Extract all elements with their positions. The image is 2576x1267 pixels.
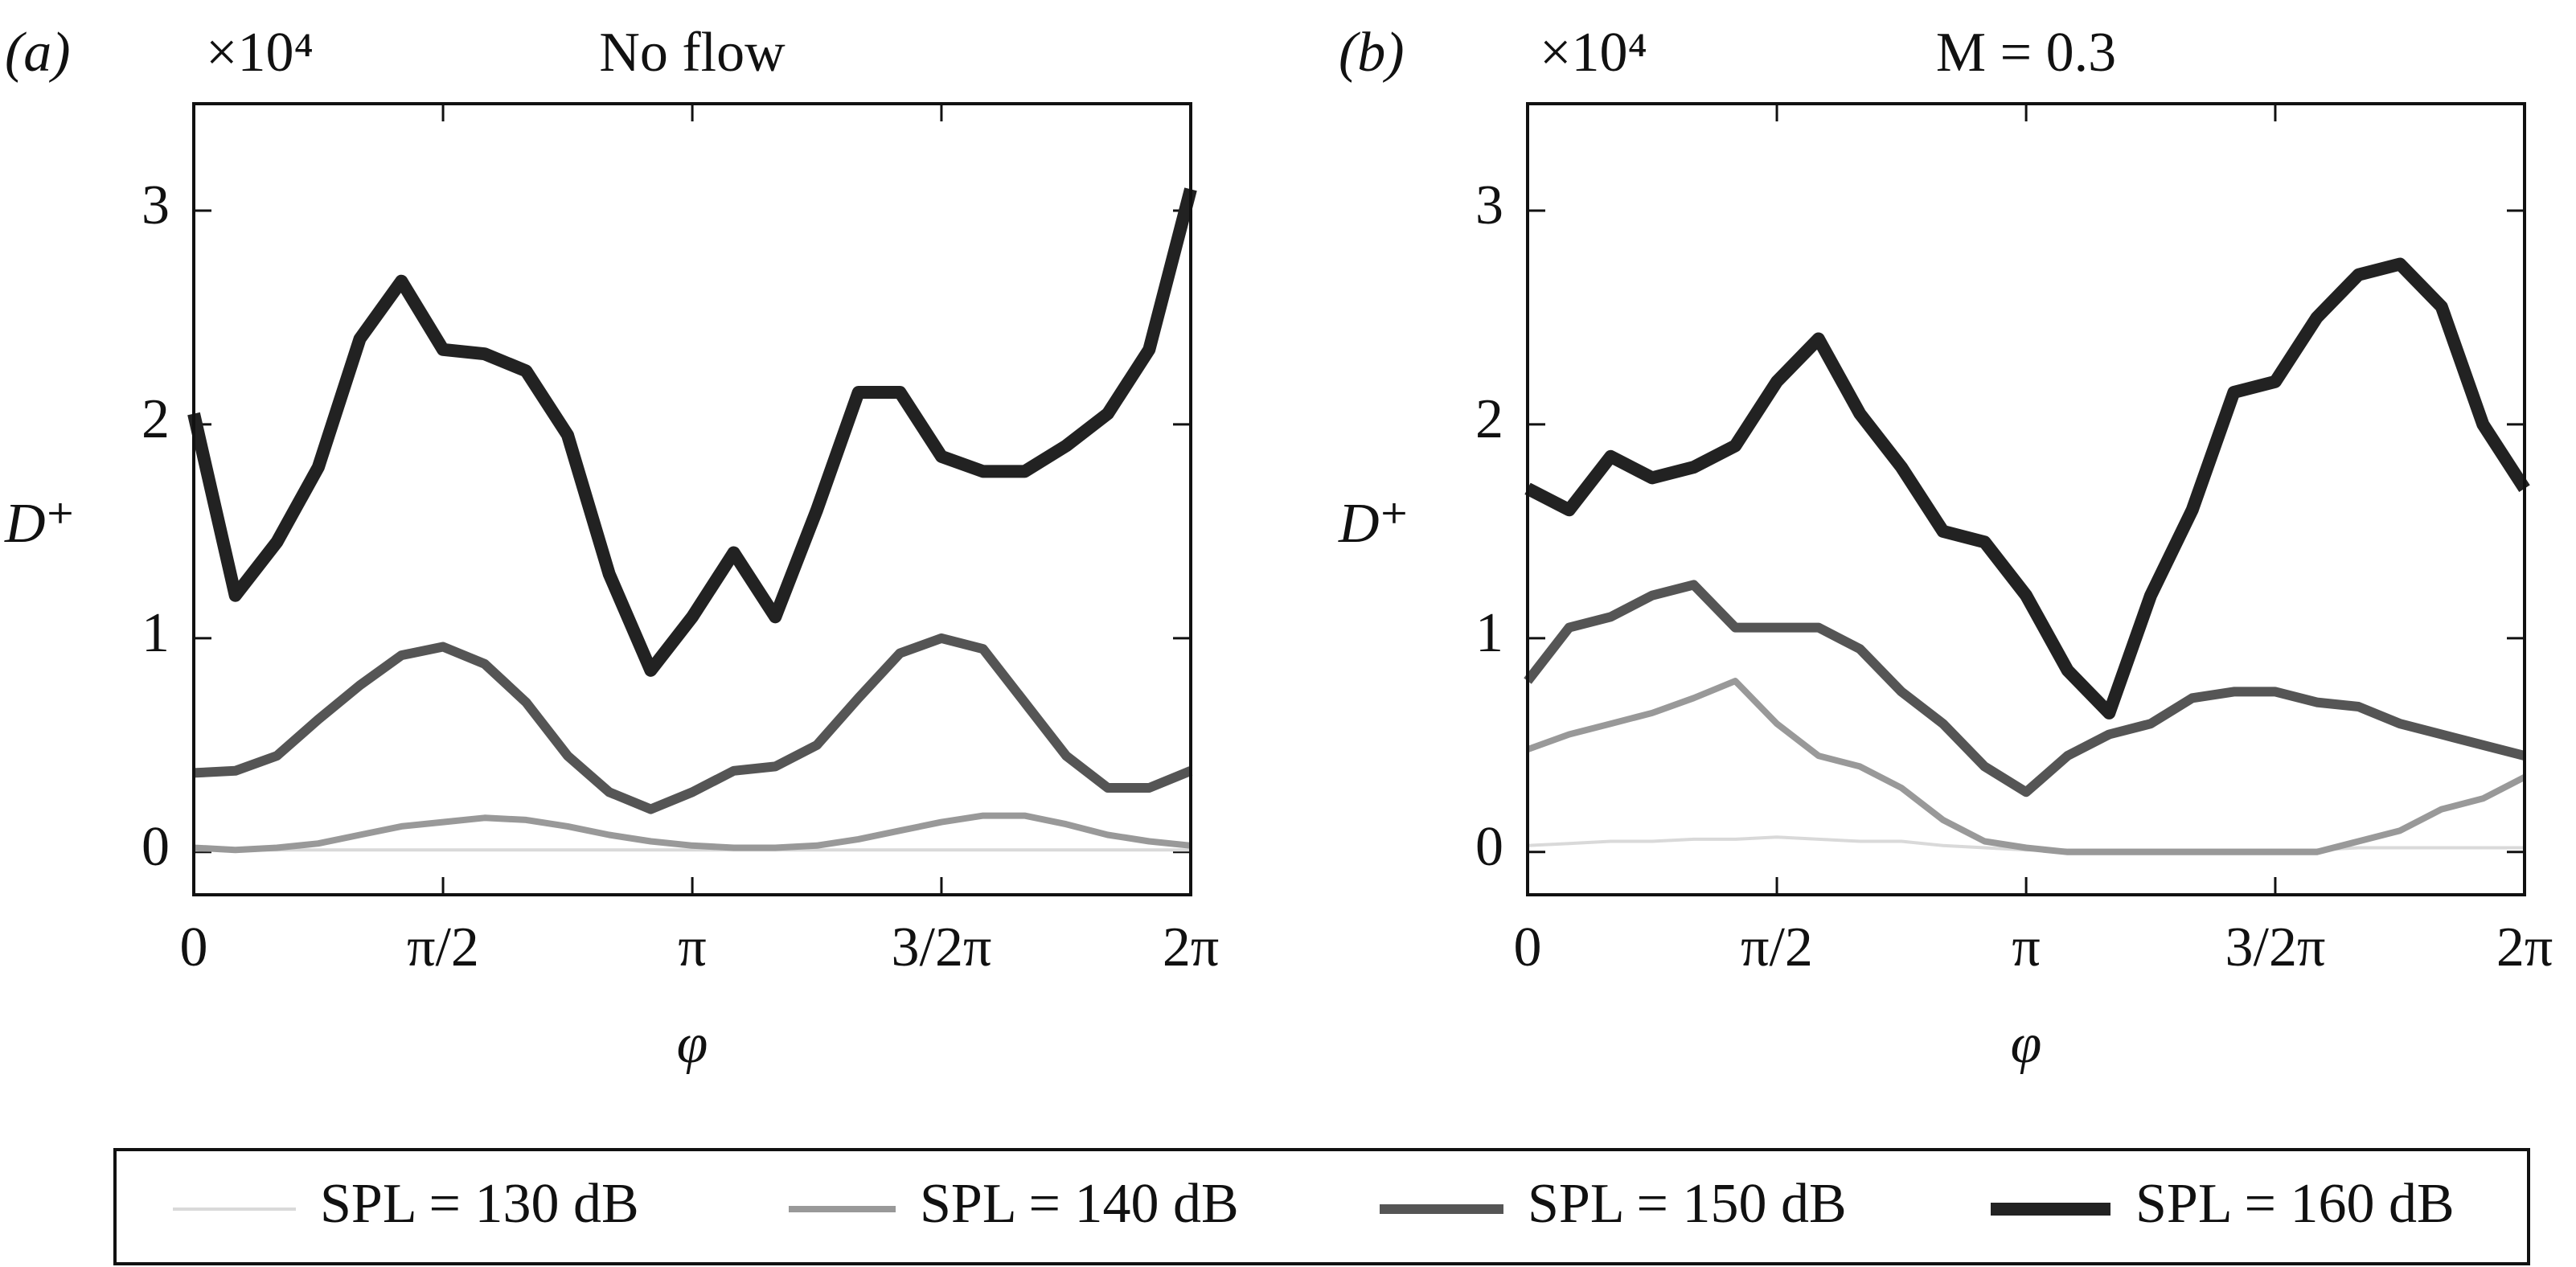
x-tick-label: 0: [1514, 916, 1542, 978]
legend-label: SPL = 140 dB: [920, 1173, 1239, 1235]
x-tick-label: π/2: [407, 916, 479, 978]
x-tick-label: π/2: [1741, 916, 1813, 978]
x-tick-label: π: [678, 916, 706, 978]
panel-label: (a): [5, 22, 71, 84]
plot-frame: [192, 102, 1192, 896]
series-line: [1524, 257, 2530, 720]
y-axis-label: D⁺: [4, 493, 76, 555]
y-tick-label: 2: [142, 388, 170, 450]
y-axis-label: D⁺: [1338, 493, 1409, 555]
series-line: [187, 187, 1197, 677]
multiplier: ×10⁴: [1540, 22, 1647, 84]
series-line: [1526, 678, 2526, 855]
multiplier: ×10⁴: [206, 22, 314, 84]
y-tick-label: 3: [142, 174, 170, 236]
y-tick-label: 1: [142, 602, 170, 664]
legend-label: SPL = 150 dB: [1528, 1173, 1847, 1235]
series-line: [193, 633, 1193, 814]
y-tick-label: 1: [1475, 602, 1503, 664]
series-line: [193, 812, 1192, 854]
chart-title: M = 0.3: [1936, 22, 2116, 84]
legend-label: SPL = 130 dB: [320, 1173, 639, 1235]
x-axis-label: φ: [677, 1013, 708, 1075]
x-axis-label: φ: [2011, 1013, 2042, 1075]
x-tick-label: 3/2π: [2225, 916, 2326, 978]
y-tick-label: 0: [1475, 816, 1503, 878]
y-tick-label: 0: [142, 816, 170, 878]
panel-label: (b): [1339, 22, 1405, 84]
y-tick-label: 2: [1475, 388, 1503, 450]
x-tick-label: 2π: [1163, 916, 1219, 978]
x-tick-label: π: [2012, 916, 2040, 978]
plot-frame: [1526, 102, 2526, 896]
x-tick-label: 0: [180, 916, 208, 978]
legend-label: SPL = 160 dB: [2135, 1173, 2455, 1235]
x-tick-label: 2π: [2496, 916, 2553, 978]
y-tick-label: 3: [1475, 174, 1503, 236]
x-tick-label: 3/2π: [892, 916, 992, 978]
series-line: [1524, 580, 2526, 798]
legend-box: [113, 1148, 2530, 1265]
chart-title: No flow: [599, 22, 786, 84]
